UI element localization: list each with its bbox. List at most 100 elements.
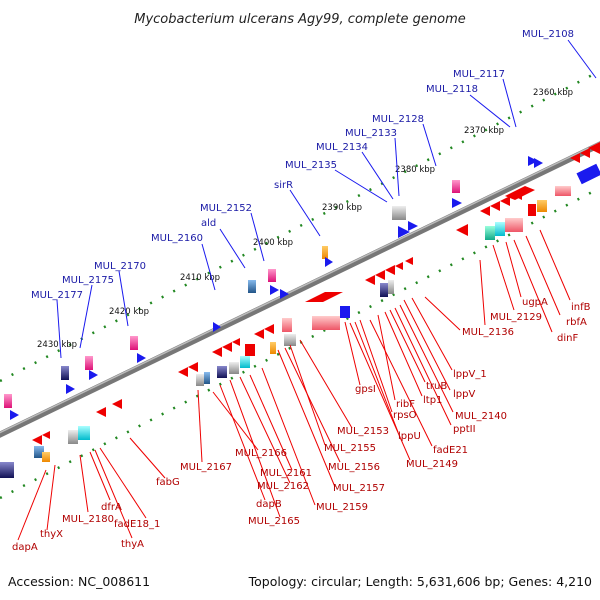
gene-label[interactable]: MUL_2156 [328, 462, 380, 473]
gene-arrow [398, 221, 418, 238]
gene-arrow [325, 257, 333, 267]
gene-label[interactable]: fabG [156, 477, 180, 488]
gene-label[interactable]: rpsO [393, 410, 417, 421]
gene-label[interactable]: MUL_2149 [406, 459, 458, 470]
gene-label[interactable]: thyA [121, 539, 144, 550]
gene-box [4, 394, 12, 408]
gene-box [78, 426, 90, 440]
leader-line [399, 304, 454, 413]
gene-box [68, 430, 78, 444]
gene-box [229, 362, 239, 374]
gene-label[interactable]: MUL_2118 [426, 84, 478, 95]
scale-label: 2370 kbp [464, 126, 504, 136]
gene-arrow [178, 362, 198, 377]
gene-label[interactable]: MUL_2157 [333, 483, 385, 494]
gene-label[interactable]: fadE21 [433, 445, 468, 456]
gene-label[interactable]: dfrA [101, 502, 122, 513]
gene-label[interactable]: rbfA [566, 317, 587, 328]
gene-arrow [96, 407, 106, 417]
gene-label[interactable]: MUL_2165 [248, 516, 300, 527]
leader-line [334, 169, 388, 203]
gene-label[interactable]: MUL_2128 [372, 114, 424, 125]
gene-label[interactable]: MUL_2134 [316, 142, 368, 153]
gene-label[interactable]: MUL_2170 [94, 261, 146, 272]
gene-label[interactable]: MUL_2155 [324, 443, 376, 454]
map-title: Mycobacterium ulcerans Agy99, complete g… [134, 12, 466, 27]
gene-label[interactable]: MUL_2159 [316, 502, 368, 513]
gene-label[interactable]: pptII [453, 424, 476, 435]
scale-labels: 2360 kbp 2370 kbp 2380 kbp 2390 kbp 2400… [37, 88, 573, 350]
gene-label[interactable]: dinF [557, 333, 578, 344]
gene-label[interactable]: MUL_2180 [62, 514, 114, 525]
leader-line [89, 451, 111, 501]
gene-box [322, 246, 328, 259]
gene-label[interactable]: MUL_2177 [31, 290, 83, 301]
gene-box [270, 342, 276, 354]
leader-line [411, 297, 453, 371]
leader-line [502, 78, 517, 128]
scale-label: 2420 kbp [109, 307, 149, 317]
leader-line [361, 151, 394, 200]
gene-label[interactable]: MUL_2135 [285, 160, 337, 171]
gene-label[interactable]: MUL_2133 [345, 128, 397, 139]
gene-label[interactable]: MUL_2161 [260, 468, 312, 479]
gene-label[interactable]: truB [426, 381, 447, 392]
gene-label[interactable]: infB [571, 302, 591, 313]
gene-label[interactable]: lppV [453, 389, 475, 400]
gene-label[interactable]: MUL_2175 [62, 275, 114, 286]
gene-box [204, 372, 210, 384]
leader-line [56, 299, 62, 359]
gene-label[interactable]: fadE18_1 [114, 519, 160, 530]
gene-box [505, 218, 523, 232]
gene-box [34, 446, 44, 458]
gene-box [284, 334, 296, 346]
gene-label[interactable]: MUL_2117 [453, 69, 505, 80]
leader-line [384, 311, 423, 397]
gene-label[interactable]: gpsI [355, 384, 376, 395]
gene-label[interactable]: MUL_2166 [235, 448, 287, 459]
gene-arrow [112, 399, 122, 409]
gene-label[interactable]: MUL_2136 [462, 327, 514, 338]
gene-label[interactable]: ltp1 [423, 395, 442, 406]
gene-box [85, 356, 93, 370]
gene-label[interactable]: dapB [256, 499, 282, 510]
gene-box [268, 269, 276, 282]
red-gene-labels: infB rbfA ugpA dinF MUL_2129 MUL_2136 lp… [12, 297, 591, 553]
gene-arrow [212, 338, 240, 357]
gene-label[interactable]: dapA [12, 542, 38, 553]
red-leaders [17, 229, 571, 541]
gene-arrow [66, 384, 75, 394]
gene-label[interactable]: MUL_2152 [200, 203, 252, 214]
gene-label[interactable]: thyX [40, 529, 63, 540]
gene-label[interactable]: lppV_1 [453, 369, 487, 380]
gene-box [388, 280, 394, 294]
gene-label[interactable]: MUL_2140 [455, 411, 507, 422]
accession-text: Accession: NC_008611 [8, 574, 150, 589]
gene-label[interactable]: MUL_2153 [337, 426, 389, 437]
scale-ring-inner [0, 186, 600, 500]
gene-block [305, 292, 343, 302]
leader-line [79, 284, 93, 349]
gene-label[interactable]: MUL_2167 [180, 462, 232, 473]
gene-arrow [452, 198, 462, 208]
gene-box [42, 452, 50, 462]
leader-line [249, 374, 293, 471]
gene-box [217, 366, 227, 378]
gene-label[interactable]: ugpA [522, 297, 548, 308]
gene-label[interactable]: MUL_2162 [257, 481, 309, 492]
gene-label[interactable]: MUL_2129 [490, 312, 542, 323]
gene-box [282, 318, 292, 332]
gene-label[interactable]: ald [201, 218, 216, 229]
gene-label[interactable]: lppU [398, 431, 421, 442]
gene-label[interactable]: ribF [396, 399, 415, 410]
leader-line [219, 384, 266, 501]
gene-label[interactable]: MUL_2108 [522, 29, 574, 40]
gene-box [537, 200, 547, 212]
gene-label[interactable]: sirR [274, 180, 293, 191]
blue-gene-labels: MUL_2108 MUL_2117 MUL_2118 MUL_2128 MUL_… [31, 29, 574, 301]
leader-line [261, 367, 316, 506]
gene-label[interactable]: MUL_2160 [151, 233, 203, 244]
scale-label: 2400 kbp [253, 238, 293, 248]
leader-line [99, 447, 147, 519]
